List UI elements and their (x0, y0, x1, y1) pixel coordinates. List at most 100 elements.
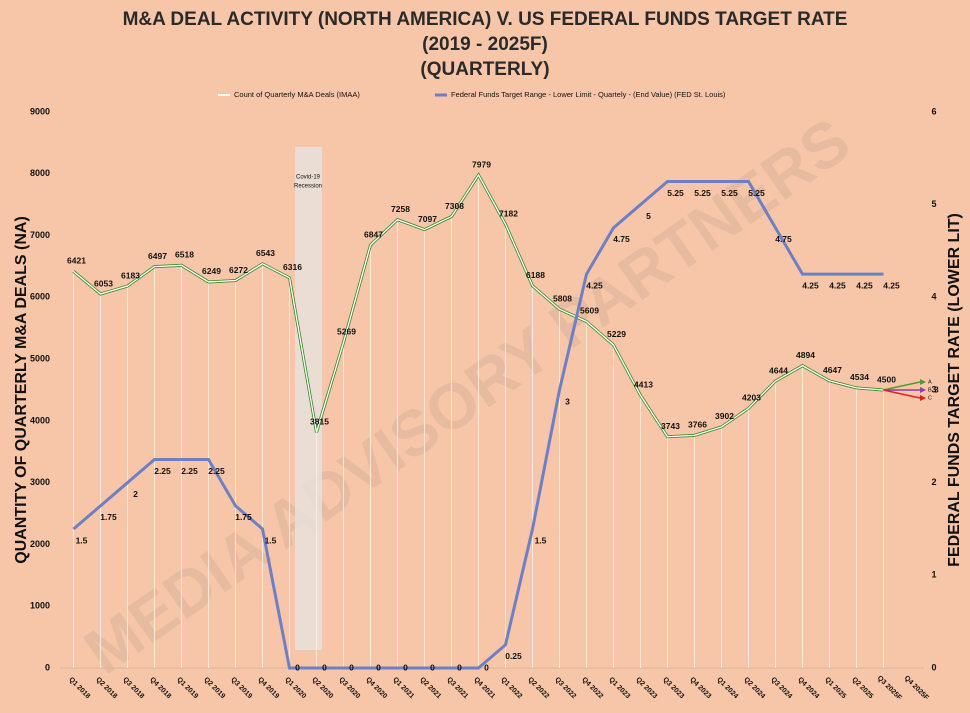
line (73, 173, 884, 438)
data-label: 4413 (634, 380, 653, 390)
data-label: 6188 (526, 270, 545, 280)
data-label: 0 (457, 662, 462, 672)
scenario-value: 3 (934, 384, 939, 394)
recession-band (295, 147, 322, 650)
data-label: 4203 (742, 393, 761, 403)
data-label: 7097 (418, 214, 437, 224)
legend-label: Federal Funds Target Range - Lower Limit… (451, 90, 726, 99)
data-label: 4.25 (883, 280, 900, 290)
y2-tick-label: 6 (931, 106, 936, 116)
data-label: 4647 (823, 365, 842, 375)
data-label: 6249 (202, 266, 221, 276)
data-label: 0 (322, 662, 327, 672)
data-label: 4534 (850, 372, 869, 382)
recession-label: Recession (294, 184, 322, 190)
data-label: 4.75 (613, 234, 630, 244)
data-label: 6421 (67, 256, 86, 266)
data-label: 2 (133, 489, 138, 499)
data-label: 6543 (256, 248, 275, 258)
scenario-arrowhead (920, 387, 926, 393)
data-label: 6518 (175, 250, 194, 260)
scenario-label: A (928, 379, 932, 385)
data-label: 4.25 (586, 280, 603, 290)
data-label: 7979 (472, 159, 491, 169)
y-tick-label: 3000 (30, 477, 50, 487)
data-label: 0.25 (505, 651, 522, 661)
data-label: 5.25 (694, 188, 711, 198)
data-label: 5808 (553, 293, 572, 303)
data-label: 4894 (796, 350, 815, 360)
data-label: 7308 (445, 201, 464, 211)
data-label: 4.25 (802, 280, 819, 290)
data-label: 5609 (580, 306, 599, 316)
data-label: 0 (484, 662, 489, 672)
data-label: 3902 (715, 411, 734, 421)
data-label: 4644 (769, 365, 788, 375)
y2-tick-label: 3 (931, 384, 936, 394)
y-axis-label: QUANTITY OF QUARTERLY M&A DEALS (NA) (13, 216, 30, 564)
data-label: 6053 (94, 278, 113, 288)
data-label: 0 (349, 662, 354, 672)
data-label: 6183 (121, 270, 140, 280)
data-label: 1.5 (535, 535, 547, 545)
y-tick-label: 9000 (30, 106, 50, 116)
data-label: 4.75 (775, 234, 792, 244)
legend-label: Count of Quarterly M&A Deals (IMAA) (234, 90, 360, 99)
data-label: 6272 (229, 265, 248, 275)
data-label: 7258 (391, 204, 410, 214)
data-label: 4.25 (856, 280, 873, 290)
y-tick-label: 5000 (30, 353, 50, 363)
scenario-label: C (928, 395, 932, 401)
y2-tick-label: 2 (931, 477, 936, 487)
chart-title: (2019 - 2025F) (422, 34, 548, 55)
data-label: 3815 (310, 417, 329, 427)
data-label: 4.25 (829, 280, 846, 290)
y2-axis-label: FEDERAL FUNDS TARGET RATE (LOWER LIT) (946, 213, 963, 567)
data-label: 0 (295, 662, 300, 672)
data-label: 5.25 (748, 188, 765, 198)
data-label: 1.5 (76, 535, 88, 545)
y-tick-label: 6000 (30, 292, 50, 302)
y2-tick-label: 4 (931, 292, 936, 302)
data-label: 2.25 (154, 466, 171, 476)
scenario-arrow (883, 381, 921, 391)
data-label: 5.25 (721, 188, 738, 198)
y2-tick-label: 1 (931, 570, 936, 580)
data-label: 2.25 (181, 466, 198, 476)
data-label: 3 (565, 396, 570, 406)
data-label: 5269 (337, 327, 356, 337)
y-tick-label: 0 (45, 662, 50, 672)
scenario-arrowhead (920, 379, 926, 385)
recession-label: Covid-19 (296, 175, 321, 181)
data-label: 3743 (661, 421, 680, 431)
data-label: 1.5 (265, 535, 277, 545)
y-tick-label: 7000 (30, 230, 50, 240)
line (72, 180, 884, 670)
data-label: 0 (430, 662, 435, 672)
data-label: 6847 (364, 229, 383, 239)
data-label: 5229 (607, 329, 626, 339)
scenario-arrow (883, 389, 921, 399)
scenario-label: B (928, 387, 932, 393)
chart-title: (QUARTERLY) (420, 59, 549, 80)
y-tick-label: 4000 (30, 415, 50, 425)
data-label: 4500 (877, 374, 896, 384)
data-label: 0 (376, 662, 381, 672)
y2-tick-label: 0 (931, 662, 936, 672)
y-tick-label: 8000 (30, 168, 50, 178)
data-label: 7182 (499, 209, 518, 219)
y2-tick-label: 5 (931, 199, 936, 209)
y-tick-label: 2000 (30, 539, 50, 549)
data-label: 5.25 (667, 188, 684, 198)
data-label: 6316 (283, 262, 302, 272)
data-label: 1.75 (235, 512, 252, 522)
data-label: 0 (403, 662, 408, 672)
chart-title: M&A DEAL ACTIVITY (NORTH AMERICA) V. US … (123, 9, 848, 30)
data-label: 5 (646, 211, 651, 221)
data-label: 6497 (148, 251, 167, 261)
scenario-arrowhead (920, 395, 926, 401)
data-label: 3766 (688, 420, 707, 430)
data-label: 2.25 (208, 466, 225, 476)
